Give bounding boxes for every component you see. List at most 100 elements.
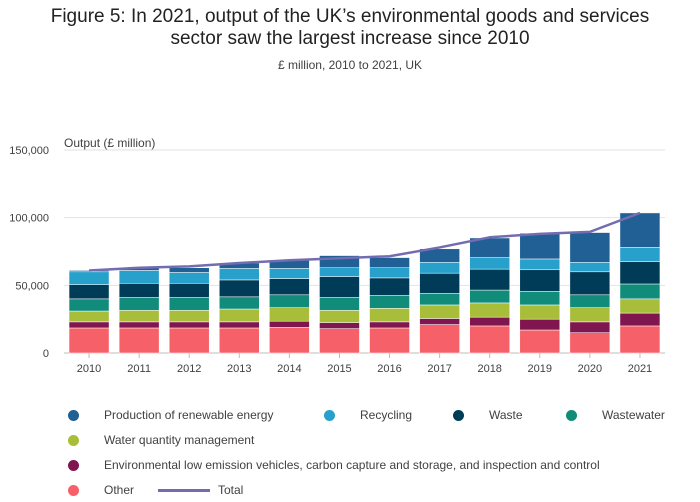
x-tick-label: 2021: [628, 363, 652, 375]
bar-segment: [68, 310, 110, 323]
bar-segment: [469, 325, 510, 354]
bar-segment: [419, 248, 460, 263]
legend-swatch: [68, 484, 79, 496]
bar-stack-2019: [519, 232, 561, 354]
legend-label: Wastewater: [602, 408, 665, 422]
legend-swatch: [158, 488, 210, 492]
legend-swatch: [68, 459, 79, 471]
bar-segment: [519, 232, 561, 260]
bar-segment: [319, 276, 360, 298]
bar-segment: [419, 318, 460, 325]
bar-segment: [68, 327, 110, 354]
bar-segment: [269, 268, 310, 279]
bar-segment: [369, 257, 410, 268]
bar-segment: [168, 283, 210, 298]
legend-swatch: [68, 409, 79, 421]
bar-stack-2018: [469, 237, 510, 354]
bar-segment: [419, 324, 460, 354]
bar-segment: [469, 316, 510, 327]
bar-segment: [519, 329, 561, 354]
bar-segment: [118, 310, 160, 323]
y-axis-label: Output (£ million): [64, 136, 155, 150]
bar-segment: [118, 321, 160, 329]
bar-segment: [419, 272, 460, 294]
bar-segment: [469, 302, 510, 318]
bars-layer: [68, 212, 661, 354]
bar-segment: [419, 293, 460, 306]
bar-segment: [619, 325, 661, 354]
bar-segment: [68, 321, 110, 329]
bar-segment: [168, 267, 210, 273]
bar-segment: [168, 297, 210, 311]
bar-segment: [369, 327, 410, 354]
bar-stack-2020: [569, 232, 611, 354]
bar-segment: [168, 310, 210, 323]
bar-stack-2011: [118, 267, 160, 354]
bar-segment: [519, 304, 561, 320]
chart-title-line-2: sector saw the largest increase since 20…: [170, 28, 530, 49]
legend-item[interactable]: Environmental low emission vehicles, car…: [68, 458, 600, 472]
bar-segment: [168, 321, 210, 329]
bar-stack-2015: [319, 255, 360, 354]
bar-stack-2016: [369, 257, 410, 354]
x-tick-label: 2017: [427, 363, 451, 375]
legend-item[interactable]: Total: [158, 483, 243, 497]
bar-segment: [569, 232, 611, 263]
y-tick-label: 100,000: [9, 213, 49, 225]
legend-item[interactable]: Waste: [453, 408, 523, 422]
legend-label: Water quantity management: [104, 433, 255, 447]
chart-title: Figure 5: In 2021, output of the UK’s en…: [0, 6, 700, 50]
legend-label: Other: [104, 483, 135, 497]
legend-item[interactable]: Recycling: [324, 408, 412, 422]
bar-segment: [619, 247, 661, 262]
bar-segment: [369, 295, 410, 309]
x-tick-label: 2014: [277, 363, 301, 375]
bar-segment: [68, 284, 110, 300]
x-tick-label: 2020: [578, 363, 602, 375]
bar-segment: [619, 312, 661, 327]
x-tick-label: 2012: [177, 363, 201, 375]
legend-item[interactable]: Water quantity management: [68, 433, 254, 447]
y-tick-label: 0: [43, 348, 49, 360]
legend-swatch: [453, 409, 464, 421]
bar-segment: [219, 279, 260, 298]
x-tick-label: 2013: [227, 363, 251, 375]
bar-segment: [569, 271, 611, 296]
y-tick-label: 150,000: [9, 145, 49, 157]
chart-title-line-1: Figure 5: In 2021, output of the UK’s en…: [50, 6, 650, 27]
legend-label: Recycling: [360, 408, 413, 422]
line-layer: [88, 211, 641, 272]
bar-segment: [219, 296, 260, 310]
x-tick-label: 2011: [127, 363, 151, 375]
chart-subtitle: £ million, 2010 to 2021, UK: [277, 58, 423, 72]
bar-segment: [419, 262, 460, 274]
x-tick-label: 2019: [528, 363, 552, 375]
bar-segment: [319, 297, 360, 311]
total-line: [88, 211, 641, 272]
bar-segment: [519, 291, 561, 306]
bar-stack-2012: [168, 267, 210, 354]
grid-layer: 0 50,000 100,000 150,000: [9, 145, 665, 360]
legend-item[interactable]: Other: [68, 483, 134, 497]
bar-stack-2010: [68, 270, 110, 354]
bar-segment: [319, 310, 360, 323]
bar-segment: [118, 270, 160, 284]
bar-segment: [469, 289, 510, 304]
bar-segment: [519, 269, 561, 292]
bar-segment: [569, 321, 611, 333]
bar-segment: [369, 277, 410, 296]
bar-segment: [219, 321, 260, 329]
x-tick-label: 2010: [77, 363, 101, 375]
bar-segment: [369, 267, 410, 279]
legend-item[interactable]: Wastewater: [566, 408, 665, 422]
bar-segment: [519, 258, 561, 271]
bar-segment: [269, 320, 310, 328]
bar-segment: [519, 318, 561, 331]
bar-segment: [118, 297, 160, 311]
legend-label: Total: [218, 483, 244, 497]
legend-item[interactable]: Production of renewable energy: [68, 408, 273, 422]
bar-segment: [469, 268, 510, 291]
bar-segment: [68, 271, 110, 285]
